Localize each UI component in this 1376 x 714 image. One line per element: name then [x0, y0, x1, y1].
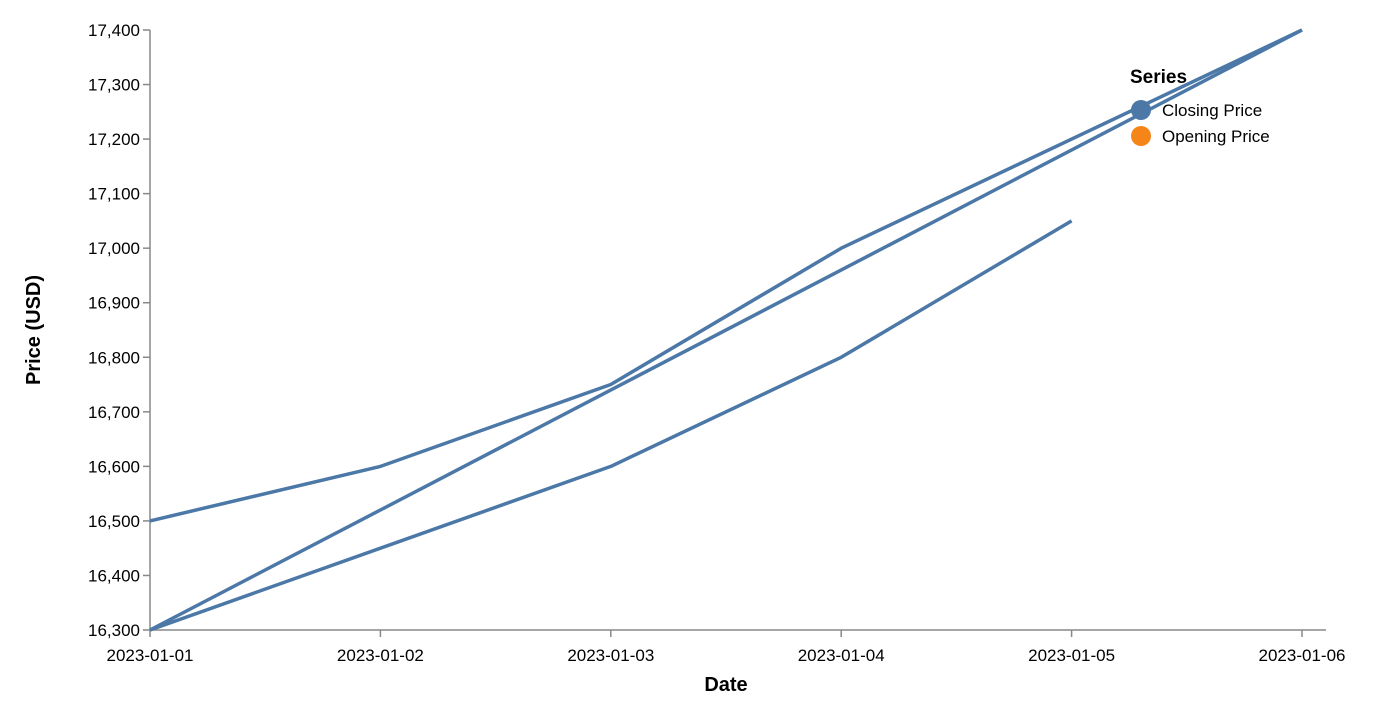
x-tick-label: 2023-01-01: [107, 646, 194, 665]
x-axis: 2023-01-01 2023-01-02 2023-01-03 2023-01-04…: [107, 629, 1346, 665]
x-axis-title: Date: [704, 674, 747, 696]
series-line-2: [149, 28, 1303, 632]
y-tick-label: 17,200: [88, 130, 140, 149]
y-tick-label: 16,700: [88, 403, 140, 422]
y-tick-label: 16,500: [88, 512, 140, 531]
x-tick-label: 2023-01-02: [337, 646, 424, 665]
y-tick-label: 16,900: [88, 294, 140, 313]
y-tick-label: 17,300: [88, 76, 140, 95]
x-tick-label: 2023-01-04: [798, 646, 885, 665]
legend-label: Closing Price: [1162, 101, 1262, 120]
x-tick-label: 2023-01-06: [1259, 646, 1346, 665]
y-axis-title: Price (USD): [23, 275, 45, 385]
y-tick-label: 16,300: [88, 621, 140, 640]
y-axis: 16,300 16,400 16,500 16,600 16,700 16,800 16,9…: [88, 21, 151, 640]
y-tick-label: 16,800: [88, 348, 140, 367]
series-line-1: [149, 28, 1303, 523]
x-tick-label: 2023-01-05: [1028, 646, 1115, 665]
legend-swatch: [1131, 100, 1151, 120]
series-line-3: [149, 219, 1073, 632]
legend: Series Closing Price Opening Price: [1130, 67, 1270, 146]
x-tick-label: 2023-01-03: [567, 646, 654, 665]
series-layer: [149, 28, 1303, 632]
legend-title: Series: [1130, 67, 1187, 88]
y-tick-label: 16,400: [88, 566, 140, 585]
legend-swatch: [1131, 126, 1151, 146]
y-tick-label: 16,600: [88, 457, 140, 476]
y-tick-label: 17,100: [88, 185, 140, 204]
y-tick-label: 17,000: [88, 239, 140, 258]
y-tick-label: 17,400: [88, 21, 140, 40]
legend-label: Opening Price: [1162, 127, 1270, 146]
